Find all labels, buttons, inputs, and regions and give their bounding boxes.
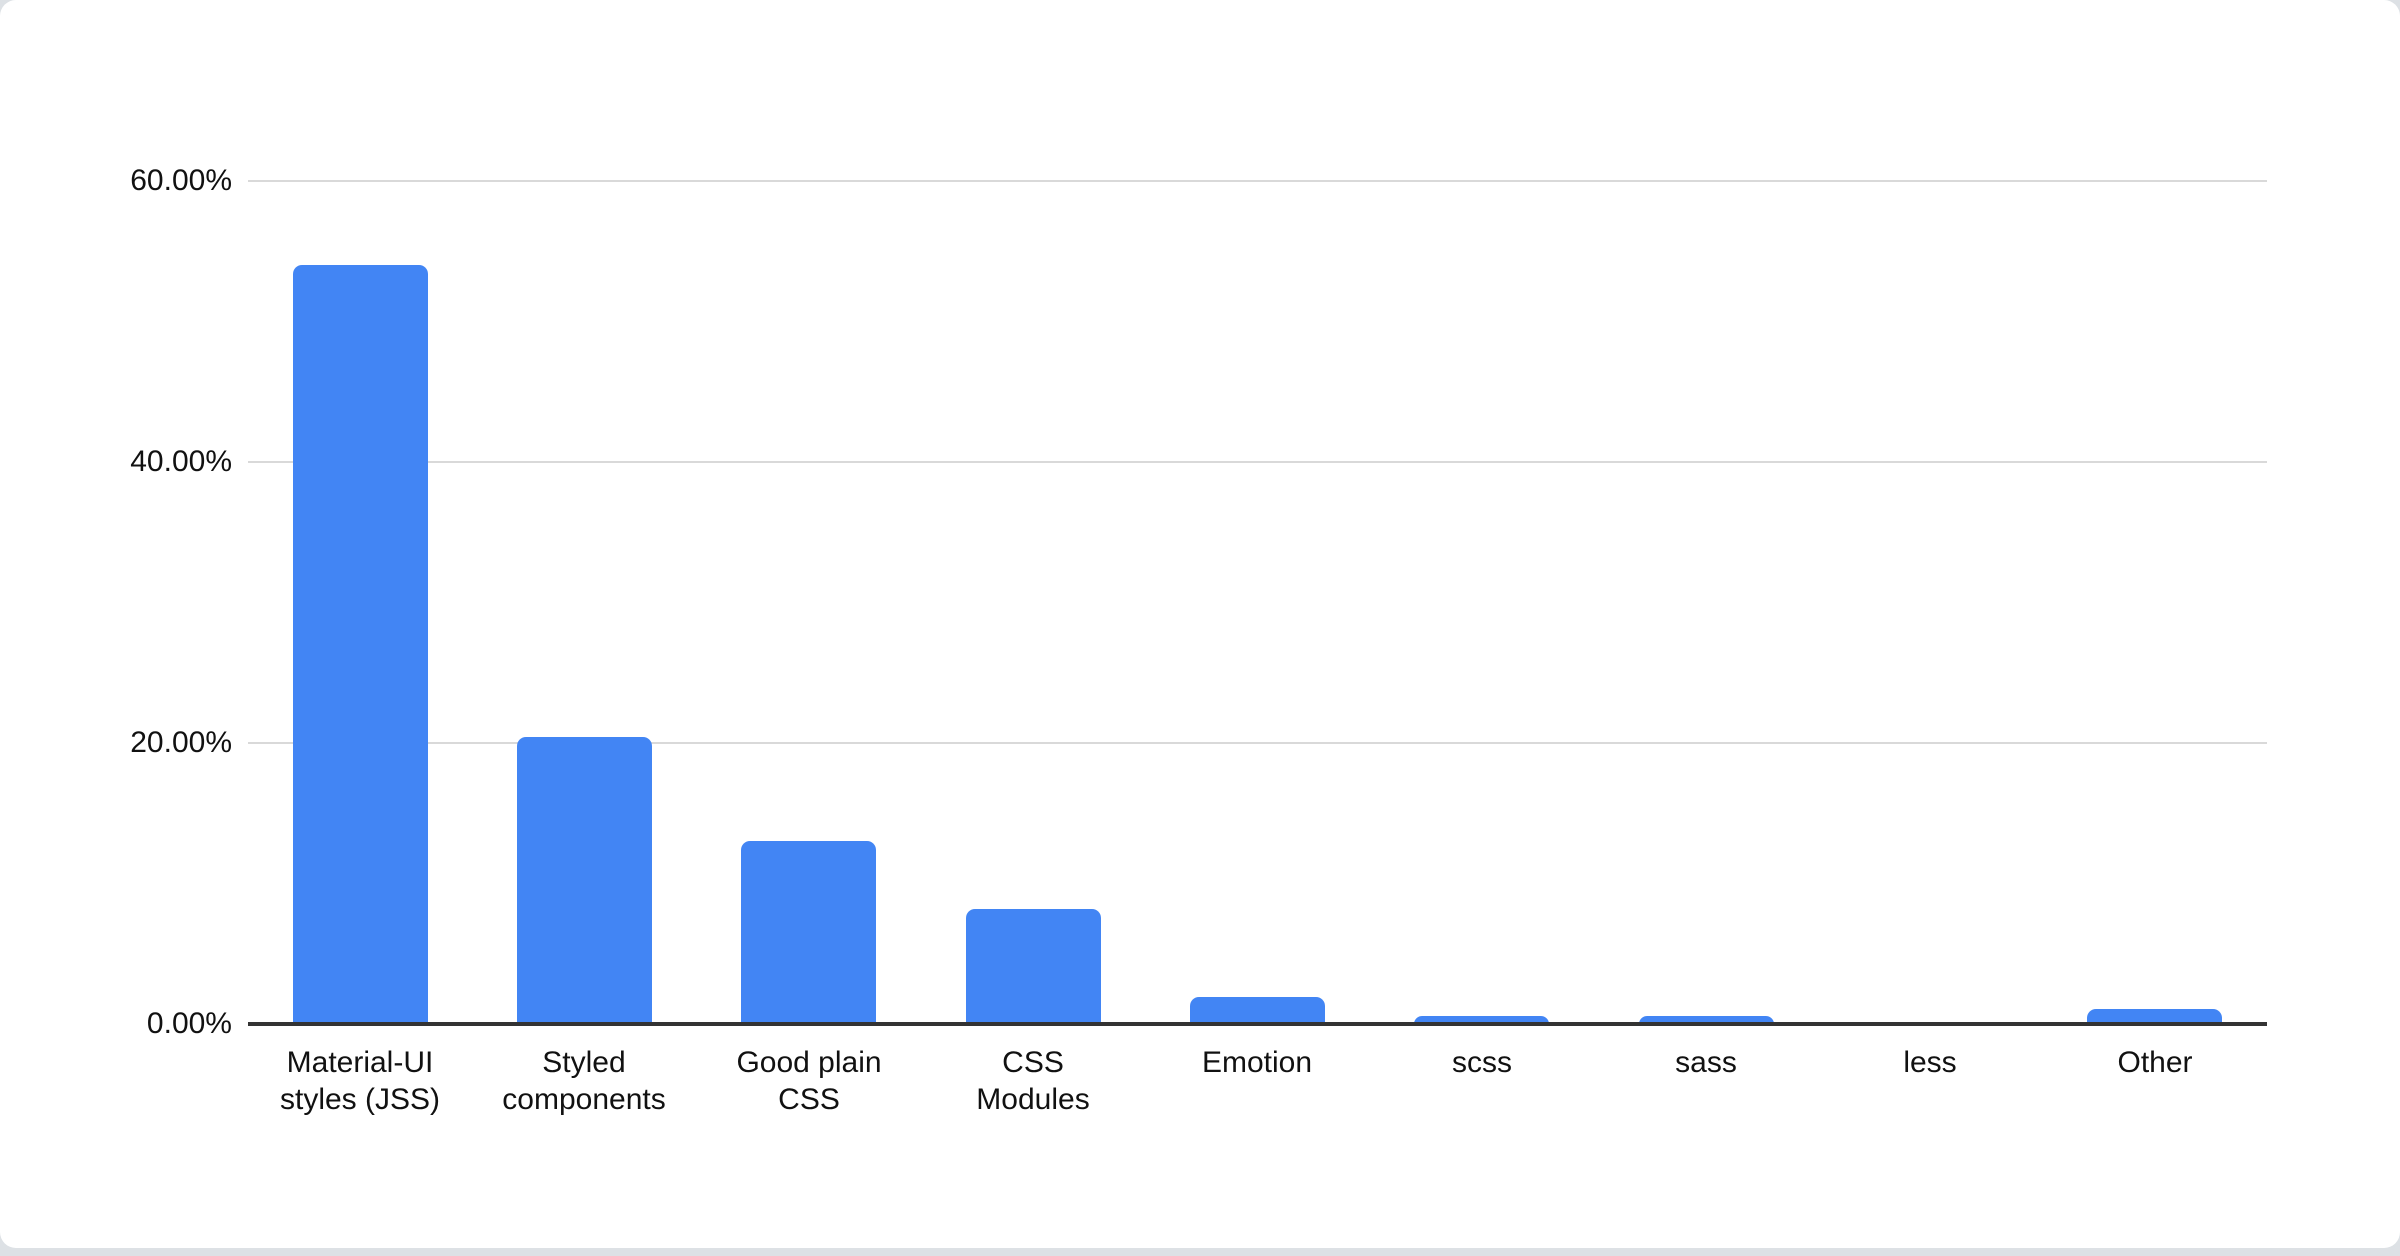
y-axis-tick-label: 20.00% [130, 726, 232, 759]
x-axis-category-label: Material-UI styles (JSS) [228, 1044, 492, 1118]
x-axis-category-label-line: components [502, 1083, 666, 1116]
bar-8 [2087, 1009, 2222, 1024]
bar-4 [1190, 997, 1325, 1024]
x-axis-category-label: scss [1350, 1044, 1614, 1081]
bar-1 [517, 737, 652, 1024]
x-axis-category-label-line: CSS [778, 1083, 840, 1116]
x-axis-category-label: CSS Modules [901, 1044, 1165, 1118]
x-axis-category-label-line: Styled [542, 1046, 626, 1079]
bar-2 [741, 841, 876, 1024]
x-axis-category-label: Styled components [452, 1044, 716, 1118]
x-axis-category-label-line: less [1903, 1046, 1957, 1079]
x-axis-category-label-line: scss [1452, 1046, 1512, 1079]
x-axis-category-label-line: Emotion [1201, 1046, 1313, 1079]
y-axis-tick-label: 40.00% [130, 445, 232, 478]
x-axis-category-label: less [1798, 1044, 2062, 1081]
x-axis-category-label-line: styles (JSS) [279, 1083, 441, 1116]
bar-5 [1414, 1016, 1549, 1024]
x-axis-category-label-line: Modules [976, 1083, 1090, 1116]
x-axis-category-label: Good plain CSS [677, 1044, 941, 1118]
y-gridline [248, 742, 2267, 744]
x-axis-category-label-line: sass [1675, 1046, 1737, 1079]
x-axis-category-label-line: Other [2117, 1046, 2193, 1079]
x-axis-category-label: Other [2023, 1044, 2287, 1081]
y-axis-tick-label: 0.00% [146, 1007, 232, 1040]
y-gridline [248, 180, 2267, 182]
x-axis-baseline [248, 1022, 2267, 1026]
x-axis-category-label-line: Good plain [736, 1046, 882, 1079]
x-axis-category-label: Emotion [1125, 1044, 1389, 1081]
bar-0 [293, 265, 428, 1024]
y-axis-tick-label: 60.00% [130, 164, 232, 197]
y-gridline [248, 461, 2267, 463]
x-axis-category-label-line: Material-UI [286, 1046, 434, 1079]
bar-6 [1639, 1016, 1774, 1024]
x-axis-category-label: sass [1574, 1044, 1838, 1081]
x-axis-category-label-line: CSS [1002, 1046, 1064, 1079]
bar-3 [966, 909, 1101, 1024]
